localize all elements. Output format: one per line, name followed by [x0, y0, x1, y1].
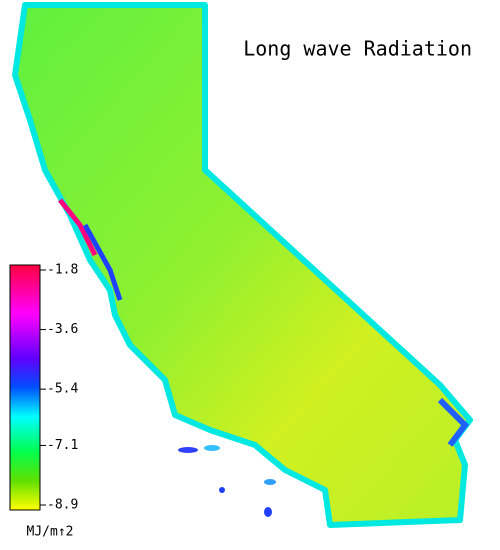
colorbar-tick-label: -3.6: [47, 322, 78, 337]
coast-highlight: [58, 198, 98, 257]
map-title: Long wave Radiation: [243, 37, 472, 61]
state-region: [12, 2, 473, 528]
coast-highlight: [82, 223, 123, 301]
island: [264, 507, 272, 517]
california-map: [12, 2, 473, 528]
colorbar-tick-label: -7.1: [47, 438, 78, 453]
island: [178, 447, 198, 453]
island: [264, 479, 276, 485]
colorbar-tick-label: -5.4: [47, 382, 78, 397]
desert-highlight: [437, 397, 469, 447]
island: [204, 445, 220, 451]
colorbar-tick-label: -8.9: [47, 498, 78, 513]
colorbar-tick-label: -1.8: [47, 263, 78, 278]
island: [219, 487, 225, 493]
colorbar-unit: MJ/m↑2: [27, 525, 74, 540]
colorbar: MJ/m↑2 -1.8 -3.6 -5.4 -7.1 -8.9: [9, 263, 78, 540]
colorbar-scale: [9, 264, 41, 511]
